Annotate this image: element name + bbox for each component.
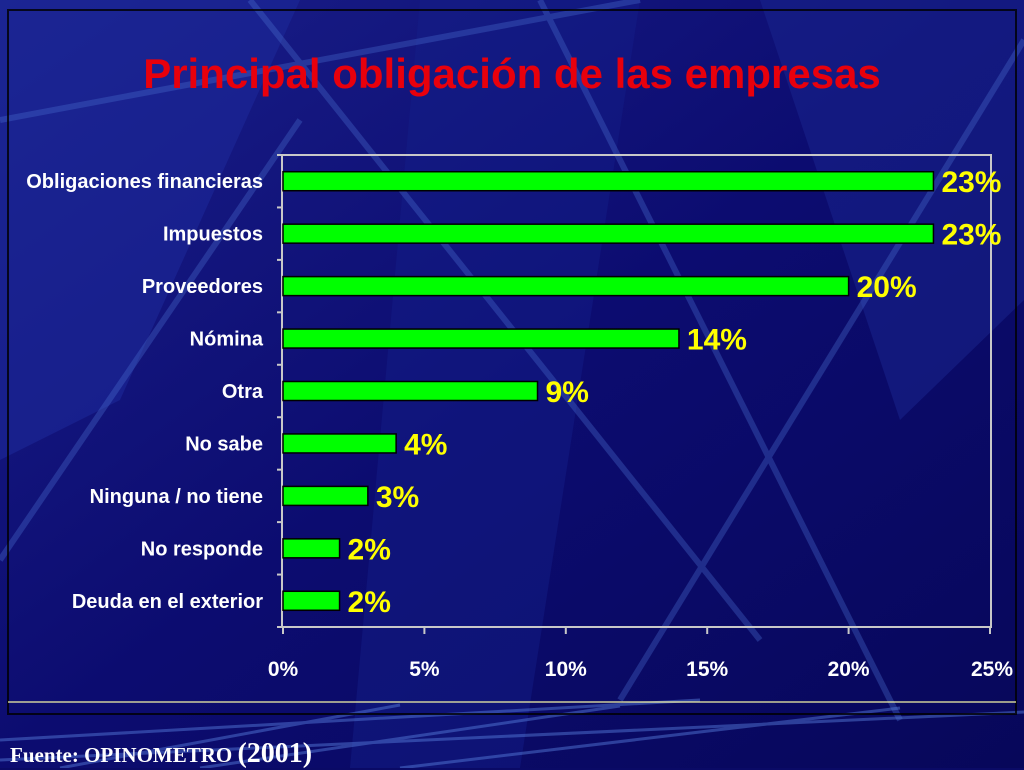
- category-label: Impuestos: [163, 224, 263, 246]
- bar: [282, 590, 341, 612]
- category-labels: Obligaciones financieras Impuestos Proveed…: [26, 171, 264, 613]
- data-label: 2%: [348, 586, 391, 619]
- source-label: Fuente: OPINOMETRO: [10, 743, 233, 767]
- category-label: Proveedores: [142, 276, 263, 298]
- x-axis-ticks: 0% 5% 10% 15% 20% 25%: [268, 154, 1013, 681]
- bar: [282, 223, 935, 244]
- data-label: 4%: [404, 428, 447, 461]
- data-label: 14%: [687, 324, 747, 357]
- data-label: 20%: [857, 271, 917, 304]
- category-label: Deuda en el exterior: [72, 591, 263, 613]
- category-label: No sabe: [185, 433, 263, 455]
- bar: [282, 275, 850, 297]
- category-label: Obligaciones financieras: [26, 171, 263, 193]
- bar: [282, 328, 680, 349]
- category-label: No responde: [141, 538, 263, 560]
- data-label: 9%: [546, 376, 589, 409]
- data-label: 23%: [941, 166, 1001, 199]
- chart-title: Principal obligación de las empresas: [143, 50, 881, 97]
- x-tick-label: 5%: [409, 658, 440, 681]
- bar: [282, 485, 369, 507]
- data-label: 3%: [376, 481, 419, 514]
- bar: [282, 538, 341, 559]
- x-tick-label: 20%: [828, 658, 870, 681]
- bar: [282, 170, 935, 192]
- category-label: Ninguna / no tiene: [90, 486, 263, 508]
- data-label: 2%: [348, 533, 391, 566]
- x-tick-label: 15%: [686, 658, 728, 681]
- x-tick-label: 10%: [545, 658, 587, 681]
- data-labels: 23% 23% 20% 14% 9% 4% 3% 2% 2%: [348, 166, 1002, 619]
- x-tick-label: 0%: [268, 658, 299, 681]
- bars-group: [282, 170, 935, 612]
- category-label: Nómina: [190, 329, 264, 351]
- bar: [282, 433, 397, 454]
- bar: [282, 380, 539, 402]
- plot-area-border: [281, 154, 992, 628]
- data-label: 23%: [941, 219, 1001, 252]
- category-label: Otra: [222, 381, 264, 403]
- x-tick-label: 25%: [971, 658, 1013, 681]
- source-year: (2001): [237, 738, 313, 769]
- source-footnote: Fuente: OPINOMETRO (2001): [10, 738, 312, 770]
